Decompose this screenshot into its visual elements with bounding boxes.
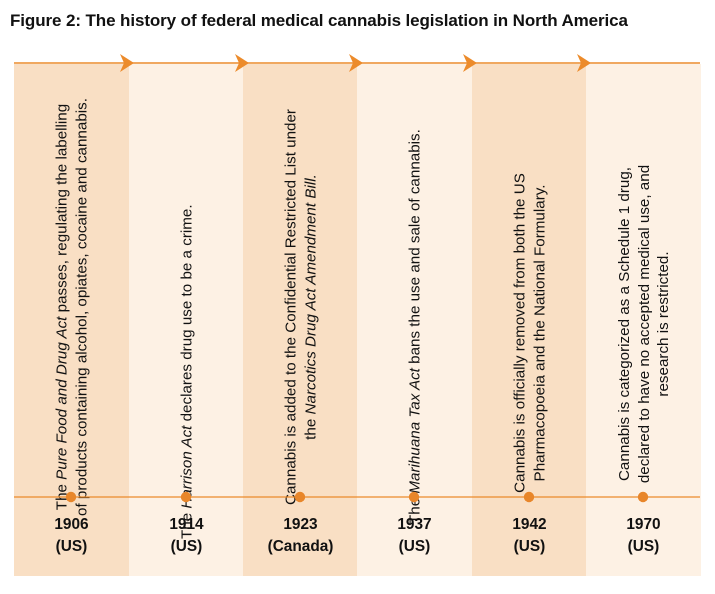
event-year: 1937 — [397, 516, 432, 533]
event-text-container: The Marihuana Tax Act bans the use and s… — [357, 92, 472, 525]
event-date: 1970 (US) — [586, 514, 701, 558]
event-description: The Pure Food and Drug Act passes, regul… — [53, 98, 90, 516]
event-year: 1906 — [54, 516, 89, 533]
event-text-container: Cannabis is added to the Confidential Re… — [243, 92, 358, 522]
timeline-column-1906: The Pure Food and Drug Act passes, regul… — [14, 64, 129, 576]
event-text-container: The Pure Food and Drug Act passes, regul… — [14, 92, 129, 522]
event-year: 1970 — [626, 516, 661, 533]
event-date: 1937 (US) — [357, 514, 472, 558]
event-description: The Marihuana Tax Act bans the use and s… — [405, 129, 423, 525]
timeline-column-1942: Cannabis is officially removed from both… — [472, 64, 587, 576]
event-region: (US) — [627, 538, 660, 555]
timeline-column-1914: The Harrison Act declares drug use to be… — [129, 64, 244, 576]
event-region: (US) — [513, 538, 546, 555]
event-year: 1923 — [283, 516, 318, 533]
event-description: Cannabis is categorized as a Schedule 1 … — [615, 165, 672, 484]
event-date: 1906 (US) — [14, 514, 129, 558]
event-region: (US) — [398, 538, 431, 555]
event-text-container: Cannabis is categorized as a Schedule 1 … — [586, 92, 701, 522]
event-region: (Canada) — [267, 538, 334, 555]
event-text-container: Cannabis is officially removed from both… — [472, 92, 587, 522]
event-date: 1942 (US) — [472, 514, 587, 558]
figure-title: Figure 2: The history of federal medical… — [10, 11, 628, 30]
timeline-column-1923: Cannabis is added to the Confidential Re… — [243, 64, 358, 576]
event-year: 1942 — [512, 516, 547, 533]
event-description: The Harrison Act declares drug use to be… — [177, 204, 195, 540]
event-date: 1923 (Canada) — [243, 514, 358, 558]
event-date: 1914 (US) — [129, 514, 244, 558]
event-region: (US) — [170, 538, 203, 555]
event-description: Cannabis is officially removed from both… — [511, 172, 548, 493]
timeline-column-1937: The Marihuana Tax Act bans the use and s… — [357, 64, 472, 576]
event-year: 1914 — [169, 516, 204, 533]
event-description: Cannabis is added to the Confidential Re… — [282, 109, 319, 505]
event-region: (US) — [55, 538, 88, 555]
event-text-container: The Harrison Act declares drug use to be… — [129, 92, 244, 540]
timeline-column-1970: Cannabis is categorized as a Schedule 1 … — [586, 64, 701, 576]
